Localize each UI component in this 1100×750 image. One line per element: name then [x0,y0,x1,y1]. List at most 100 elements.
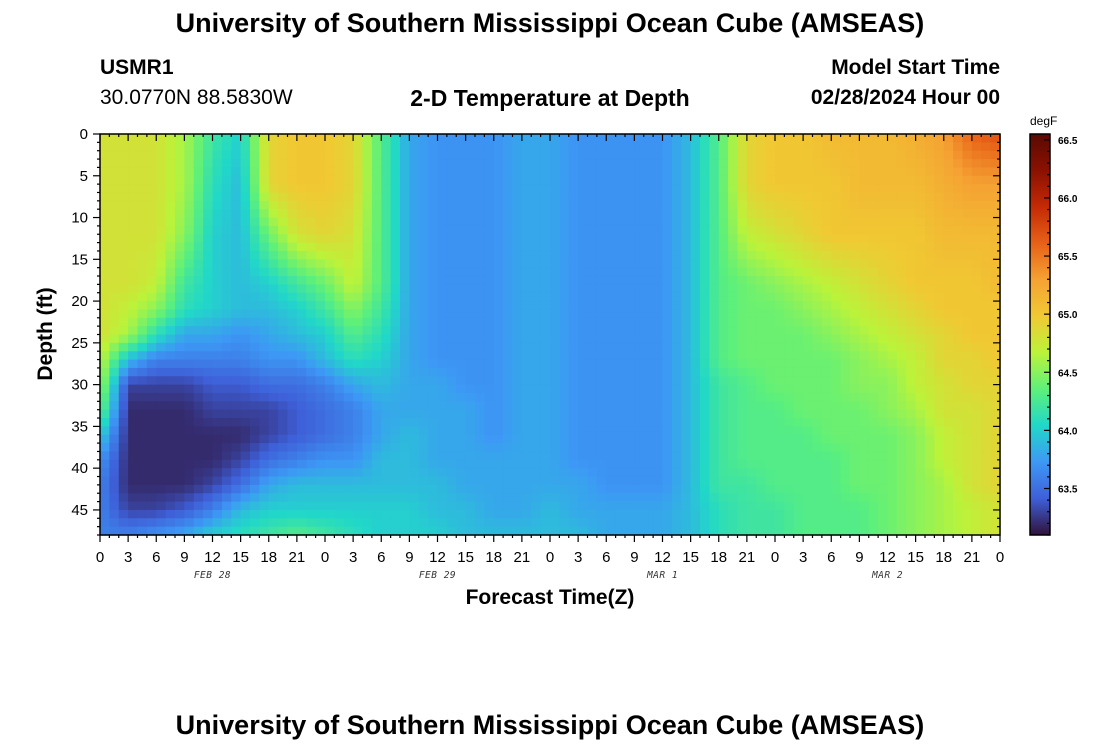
heatmap-cell [334,209,345,219]
heatmap-cell [934,376,945,386]
heatmap-cell [250,392,260,402]
heatmap-cell [306,234,317,244]
heatmap-cell [878,409,889,419]
heatmap-cell [587,284,598,294]
heatmap-cell [671,418,682,427]
heatmap-cell [137,200,148,210]
heatmap-cell [962,150,973,160]
heatmap-cell [521,468,532,478]
heatmap-cell [137,493,148,503]
heatmap-cell [418,409,429,419]
heatmap-cell [278,134,289,143]
heatmap-cell [465,493,476,503]
heatmap-cell [137,167,148,177]
heatmap-cell [493,175,504,185]
heatmap-cell [475,392,485,402]
heatmap-cell [793,150,804,160]
heatmap-cell [793,159,804,169]
heatmap-cell [896,501,907,511]
heatmap-cell [859,409,870,419]
heatmap-cell [409,150,420,160]
heatmap-cell [568,292,579,302]
heatmap-cell [662,209,673,219]
heatmap-cell [315,476,326,486]
heatmap-cell [737,301,748,311]
heatmap-cell [221,234,232,244]
heatmap-cell [681,501,692,511]
heatmap-cell [428,518,439,528]
heatmap-cell [821,175,832,185]
heatmap-cell [212,142,223,152]
heatmap-cell [765,392,776,402]
heatmap-cell [934,342,945,352]
heatmap-cell [296,518,307,528]
heatmap-cell [212,367,223,377]
y-tick-label: 5 [80,168,88,185]
heatmap-cell [690,342,701,352]
heatmap-cell [634,192,645,202]
heatmap-cell [146,401,157,411]
heatmap-cell [109,184,120,194]
heatmap-cell [540,401,551,411]
heatmap-cell [653,459,664,469]
heatmap-cell [756,292,767,302]
heatmap-cell [953,234,964,244]
heatmap-cell [100,217,110,227]
heatmap-cell [737,342,748,352]
heatmap-cell [625,234,635,244]
heatmap-cell [690,217,701,227]
heatmap-cell [512,418,523,427]
heatmap-cell [381,434,392,444]
heatmap-cell [728,259,739,269]
heatmap-cell [746,376,757,386]
heatmap-cell [859,301,870,311]
heatmap-cell [568,326,579,336]
heatmap-cell [484,175,495,185]
heatmap-cell [475,359,485,369]
heatmap-cell [906,434,917,444]
heatmap-cell [953,317,964,327]
heatmap-cell [625,434,635,444]
heatmap-cell [503,225,514,235]
heatmap-cell [231,351,242,361]
heatmap-cell [109,242,120,252]
heatmap-cell [165,376,176,386]
heatmap-cell [587,242,598,252]
heatmap-cell [109,351,120,361]
heatmap-cell [896,134,907,143]
heatmap-cell [109,418,120,427]
heatmap-cell [662,518,673,528]
heatmap-cell [653,509,664,519]
heatmap-cell [925,501,935,511]
heatmap-cell [400,451,410,461]
heatmap-cell [165,476,176,486]
heatmap-cell [775,142,785,152]
heatmap-cell [371,309,382,319]
heatmap-cell [100,501,110,511]
heatmap-cell [465,309,476,319]
heatmap-cell [803,250,814,260]
heatmap-cell [887,367,898,377]
heatmap-cell [943,359,954,369]
heatmap-cell [521,200,532,210]
heatmap-cell [634,426,645,436]
heatmap-cell [109,443,120,453]
heatmap-cell [821,259,832,269]
heatmap-cell [784,225,795,235]
heatmap-cell [456,484,467,494]
heatmap-cell [212,276,223,285]
heatmap-cell [250,159,260,169]
heatmap-cell [775,409,785,419]
heatmap-cell [812,342,823,352]
heatmap-cell [278,392,289,402]
heatmap-cell [193,501,204,511]
heatmap-cell [821,184,832,194]
heatmap-cell [343,359,354,369]
heatmap-cell [784,175,795,185]
heatmap-cell [353,526,364,536]
heatmap-cell [840,234,851,244]
heatmap-cell [353,209,364,219]
heatmap-cell [165,451,176,461]
heatmap-cell [812,518,823,528]
heatmap-cell [512,392,523,402]
